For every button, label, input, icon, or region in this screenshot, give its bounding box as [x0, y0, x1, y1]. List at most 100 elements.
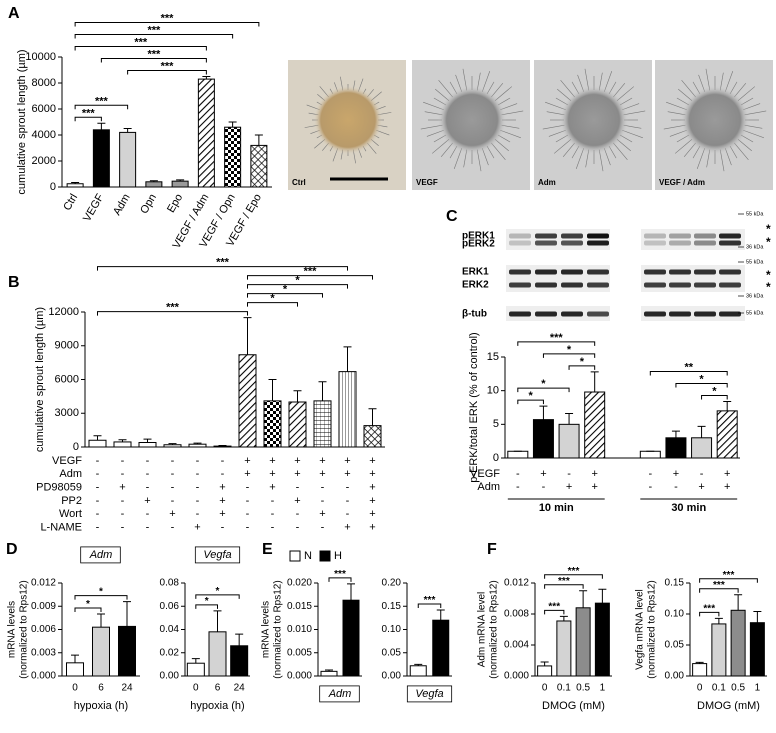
bar	[118, 625, 136, 677]
x-tick-label: 1	[755, 683, 761, 694]
table-sign: -	[171, 521, 175, 533]
significance-label: *	[216, 586, 220, 597]
table-sign: -	[96, 508, 100, 520]
significance-label: *	[283, 284, 288, 296]
blot-band	[644, 311, 666, 317]
error-bar	[565, 413, 574, 425]
y-axis-label: mRNA levels	[7, 601, 18, 658]
table-sign: -	[171, 495, 175, 507]
error-bar	[734, 594, 743, 611]
x-tick-label: 6	[215, 683, 221, 694]
table-sign: -	[346, 508, 350, 520]
significance-bracket	[74, 607, 102, 612]
significance-label: ***	[134, 37, 148, 49]
bar	[188, 443, 207, 448]
y-tick-label: 0.004	[504, 640, 529, 651]
legend-label: H	[334, 550, 342, 562]
error-bar	[218, 445, 227, 447]
bar	[558, 423, 580, 459]
table-sign: -	[146, 482, 150, 494]
blot-band	[669, 269, 691, 275]
table-sign: -	[246, 495, 250, 507]
table-sign: -	[700, 468, 704, 480]
x-axis-label: hypoxia (h)	[190, 700, 244, 712]
significance-label: ***	[424, 595, 436, 606]
table-sign: -	[96, 468, 100, 480]
chart: 0.000 0.004 0.008 0.012 Adm mRNA level (norma…	[477, 566, 612, 712]
table-sign: -	[221, 455, 225, 467]
error-bar	[343, 346, 352, 372]
bar	[145, 181, 163, 188]
bar	[197, 78, 215, 188]
table-sign: -	[121, 495, 125, 507]
bar	[575, 607, 591, 677]
significance-label: *	[270, 293, 275, 305]
y-tick-label: 0.06	[160, 601, 180, 612]
error-bar	[123, 128, 132, 133]
bar	[692, 663, 708, 677]
x-tick-label: 0	[72, 683, 78, 694]
chart-title: Vegfa	[203, 549, 231, 561]
significance-bracket	[328, 577, 352, 582]
bar	[66, 183, 84, 188]
bar	[537, 665, 553, 677]
significance-bracket	[247, 284, 348, 289]
table-sign: -	[246, 521, 250, 533]
error-bar	[590, 371, 599, 393]
x-tick-label: 1	[600, 683, 606, 694]
error-bar	[191, 658, 200, 664]
bar	[263, 400, 282, 448]
bar	[186, 662, 205, 677]
table-sign: +	[219, 495, 225, 507]
y-axis-label: Vegfa mRNA level	[635, 589, 646, 670]
table-sign: -	[196, 468, 200, 480]
table-sign: +	[144, 495, 150, 507]
significance-bracket	[699, 588, 739, 593]
significance-bracket	[195, 604, 218, 609]
spheroid	[438, 86, 506, 154]
bar	[691, 437, 713, 459]
bar	[138, 442, 157, 448]
y-tick-label: 0.000	[504, 671, 529, 682]
table-sign: +	[369, 508, 375, 520]
x-label-box	[319, 685, 360, 703]
significance-label: ***	[216, 257, 230, 269]
table-row-label: Wort	[59, 508, 82, 520]
marker-label: 55 kDa	[746, 259, 764, 265]
table-sign: -	[196, 455, 200, 467]
significance-bracket	[195, 594, 240, 599]
chart-title: Adm	[89, 549, 113, 561]
chart: 0.000 0.003 0.006 0.009 0.012 mRNA levels (nor…	[7, 546, 140, 712]
y-axis-label: (normalized to Rps12)	[273, 580, 284, 678]
significance-label: ***	[723, 570, 735, 581]
significance-label: ***	[304, 266, 318, 278]
blot-band	[535, 240, 557, 246]
blot-strip	[641, 265, 745, 292]
significance-label: ***	[147, 25, 161, 37]
x-tick-label: Adm	[111, 192, 133, 218]
y-tick-label: 0.010	[287, 624, 312, 635]
y-tick-label: 8000	[32, 77, 56, 89]
blot-row-label: pERK2	[462, 239, 495, 250]
error-bar	[118, 439, 127, 442]
error-bar	[293, 390, 302, 402]
table-sign: +	[724, 481, 730, 493]
error-bar	[123, 601, 131, 627]
error-bar	[325, 669, 333, 672]
table-sign: -	[196, 482, 200, 494]
error-bar	[143, 438, 152, 443]
significance-bracket	[544, 574, 603, 579]
significance-bracket	[675, 382, 728, 388]
error-bar	[714, 617, 723, 624]
significance-label: *	[567, 344, 572, 356]
significance-label: **	[684, 361, 693, 373]
bar	[88, 439, 107, 448]
bar	[342, 599, 360, 677]
blot-strip	[506, 306, 610, 321]
table-sign: +	[319, 455, 325, 467]
blot-band	[535, 269, 557, 275]
bar	[163, 444, 182, 448]
significance-label: ***	[713, 580, 725, 591]
photo-label: Ctrl	[292, 178, 306, 187]
